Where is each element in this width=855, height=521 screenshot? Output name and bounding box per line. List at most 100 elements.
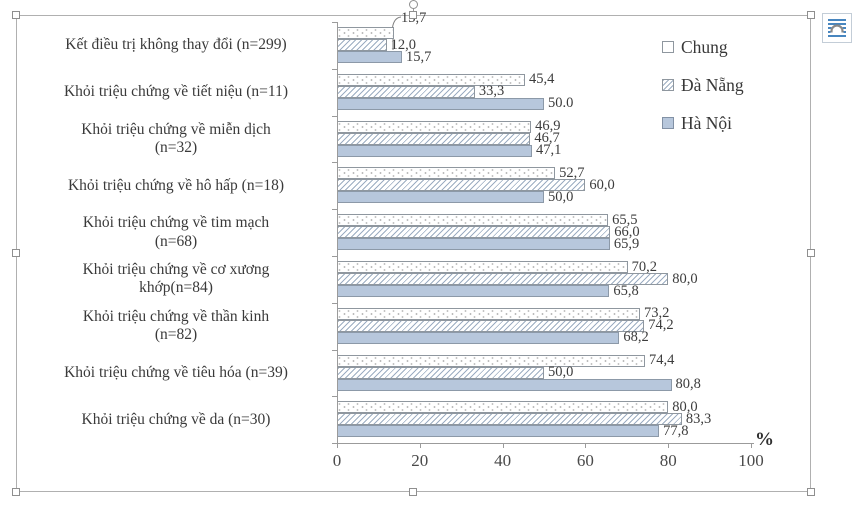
rotate-handle-icon[interactable]: [409, 0, 418, 9]
x-tick-label: 60: [576, 451, 594, 470]
resize-handle-top-left[interactable]: [12, 11, 20, 19]
category-label: Khỏi triệu chứng về tim mạch (n=68): [82, 214, 270, 250]
y-axis-tick: [332, 68, 337, 70]
bar-solid-5[interactable]: [337, 285, 610, 297]
category-label: Kết điều trị không thay đổi (n=299): [65, 36, 287, 54]
category-label: Khỏi triệu chứng về cơ xương khớp(n=84): [82, 260, 270, 297]
x-tick-label: 100: [738, 451, 764, 470]
x-tick-label: 20: [411, 451, 429, 470]
data-label: 80,8: [675, 376, 701, 393]
data-label: 80,0: [672, 398, 698, 415]
bar-hatch-5[interactable]: [337, 273, 669, 285]
data-label: 46,9: [535, 118, 561, 135]
legend-item-chung[interactable]: Chung: [662, 28, 744, 66]
x-axis-tick: [502, 443, 504, 448]
x-axis-unit-label: %: [755, 429, 774, 450]
data-label: 45,4: [528, 71, 555, 88]
category-label: Khỏi triệu chứng về da (n=30): [81, 410, 271, 428]
resize-handle-bottom-middle[interactable]: [409, 488, 417, 496]
bar-plain-8[interactable]: [337, 401, 669, 414]
data-label: 65,9: [613, 235, 640, 252]
legend-label-chung: Chung: [681, 36, 728, 57]
bar-plain-5[interactable]: [337, 261, 628, 273]
legend-swatch-chung: [662, 41, 674, 53]
bar-plain-4[interactable]: [337, 214, 609, 227]
bar-plain-7[interactable]: [337, 354, 646, 367]
resize-handle-bottom-left[interactable]: [12, 488, 20, 496]
layout-options-button[interactable]: [822, 13, 852, 43]
x-tick-label: 80: [659, 451, 677, 470]
data-label: 68,2: [623, 329, 649, 346]
y-axis-tick: [332, 115, 337, 117]
y-axis-tick: [332, 396, 337, 398]
data-label: 73,2: [644, 305, 670, 322]
x-tick-label: 0: [332, 451, 342, 470]
bar-solid-7[interactable]: [337, 378, 672, 391]
y-axis-tick: [332, 22, 337, 23]
x-axis-tick: [585, 443, 587, 448]
bar-solid-4[interactable]: [337, 238, 610, 251]
resize-handle-bottom-right[interactable]: [807, 488, 815, 496]
bar-plain-0[interactable]: [337, 27, 394, 39]
data-label: 65,8: [613, 282, 639, 299]
chart-legend: Chung Đà Nẵng Hà Nội: [662, 28, 744, 142]
legend-label-da-nang: Đà Nẵng: [681, 74, 744, 95]
legend-swatch-da-nang: [662, 79, 674, 91]
bar-plain-2[interactable]: [337, 120, 532, 133]
bar-hatch-3[interactable]: [337, 179, 586, 192]
data-label: 74,2: [648, 317, 674, 334]
bar-solid-8[interactable]: [337, 425, 660, 438]
bar-hatch-6[interactable]: [337, 319, 645, 332]
x-axis-tick: [337, 443, 338, 448]
bar-hatch-8[interactable]: [337, 413, 682, 426]
x-axis-tick: [668, 443, 670, 448]
y-axis-tick: [332, 256, 337, 257]
legend-label-ha-noi: Hà Nội: [681, 112, 733, 133]
legend-item-ha-noi[interactable]: Hà Nội: [662, 104, 744, 142]
bar-solid-3[interactable]: [337, 191, 544, 204]
y-axis-tick: [332, 162, 337, 164]
bar-solid-0[interactable]: [337, 51, 402, 63]
data-label: 70,2: [631, 258, 657, 275]
x-axis-line: [337, 443, 754, 444]
resize-handle-middle-right[interactable]: [807, 249, 815, 257]
y-axis-tick: [332, 302, 337, 304]
category-label: Khỏi triệu chứng về tiêu hóa (n=39): [64, 363, 288, 381]
bar-solid-6[interactable]: [337, 331, 620, 344]
data-label: 33,3: [478, 83, 505, 100]
category-label: Khỏi triệu chứng về hô hấp (n=18): [67, 176, 284, 194]
x-tick-label: 40: [494, 451, 512, 470]
resize-handle-top-right[interactable]: [807, 11, 815, 19]
bar-solid-1[interactable]: [337, 97, 544, 110]
category-label: Khỏi triệu chứng về thần kinh (n=82): [82, 307, 270, 344]
data-label: 15,7: [405, 48, 432, 65]
bar-plain-6[interactable]: [337, 307, 641, 320]
data-label: 50,0: [548, 188, 574, 205]
x-axis-tick: [419, 443, 421, 448]
data-label: 83,3: [685, 410, 712, 427]
layout-options-text-wrap-icon: [826, 17, 848, 39]
data-label: 65,5: [612, 211, 638, 228]
legend-swatch-ha-noi: [662, 117, 674, 129]
data-label: 50.0: [548, 95, 574, 112]
bar-hatch-4[interactable]: [337, 226, 611, 239]
bar-hatch-7[interactable]: [337, 366, 544, 379]
bar-solid-2[interactable]: [337, 144, 532, 157]
data-label: 60,0: [589, 176, 615, 193]
data-label: 66,0: [614, 223, 640, 240]
data-label: 74,4: [649, 352, 675, 369]
bar-plain-3[interactable]: [337, 167, 556, 180]
y-axis-tick: [332, 443, 337, 445]
data-label: 50,0: [548, 364, 574, 381]
resize-handle-top-middle[interactable]: [409, 11, 417, 19]
bar-hatch-2[interactable]: [337, 132, 531, 145]
data-label: 47,1: [535, 142, 562, 159]
resize-handle-middle-left[interactable]: [12, 249, 20, 257]
x-axis-tick: [751, 443, 752, 448]
legend-item-da-nang[interactable]: Đà Nẵng: [662, 66, 744, 104]
data-label: 52,7: [559, 164, 585, 181]
bar-hatch-0[interactable]: [337, 39, 387, 51]
bar-hatch-1[interactable]: [337, 85, 475, 98]
category-label: Khỏi triệu chứng về tiết niệu (n=11): [63, 82, 289, 100]
